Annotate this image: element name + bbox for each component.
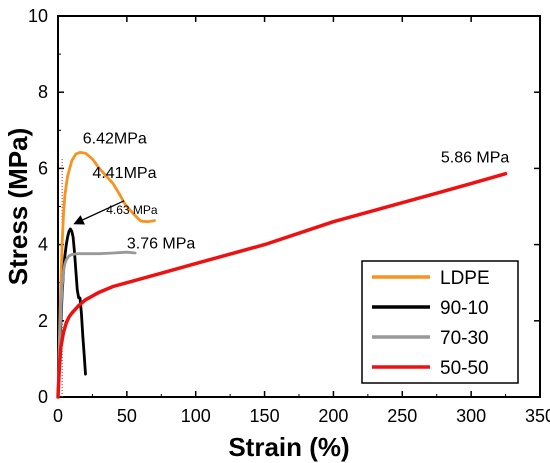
series-line-ldpe [56, 150, 156, 399]
x-tick-label: 150 [250, 406, 280, 426]
x-tick-label: 100 [181, 406, 211, 426]
annotation-arrow [73, 200, 125, 225]
annotation-label: 6.42MPa [83, 131, 147, 148]
legend-label: LDPE [440, 268, 490, 289]
series-line-70-30 [56, 250, 137, 399]
annotation-label: 4.63 MPa [106, 203, 158, 217]
x-tick-label: 300 [456, 406, 486, 426]
x-tick-label: 0 [53, 406, 63, 426]
legend-label: 50-50 [440, 358, 489, 379]
y-tick-label: 6 [38, 158, 48, 178]
y-axis-title: Stress (MPa) [3, 128, 33, 286]
x-tick-label: 250 [387, 406, 417, 426]
legend-label: 70-30 [440, 328, 489, 349]
y-tick-label: 0 [38, 387, 48, 407]
legend-box [361, 260, 519, 384]
annotation-label: 4.41MPa [92, 165, 156, 182]
y-tick-label: 4 [38, 235, 48, 255]
x-tick-label: 200 [318, 406, 348, 426]
x-tick-label: 350 [525, 406, 550, 426]
y-tick-label: 8 [38, 82, 48, 102]
series-line-50-50 [56, 171, 508, 399]
x-axis-title: Strain (%) [228, 432, 349, 462]
y-tick-label: 10 [28, 6, 48, 26]
annotation-label: 3.76 MPa [127, 235, 196, 252]
annotation-label: 5.86 MPa [441, 150, 510, 167]
y-tick-label: 2 [38, 311, 48, 331]
x-tick-label: 50 [117, 406, 137, 426]
legend-label: 90-10 [440, 298, 489, 319]
